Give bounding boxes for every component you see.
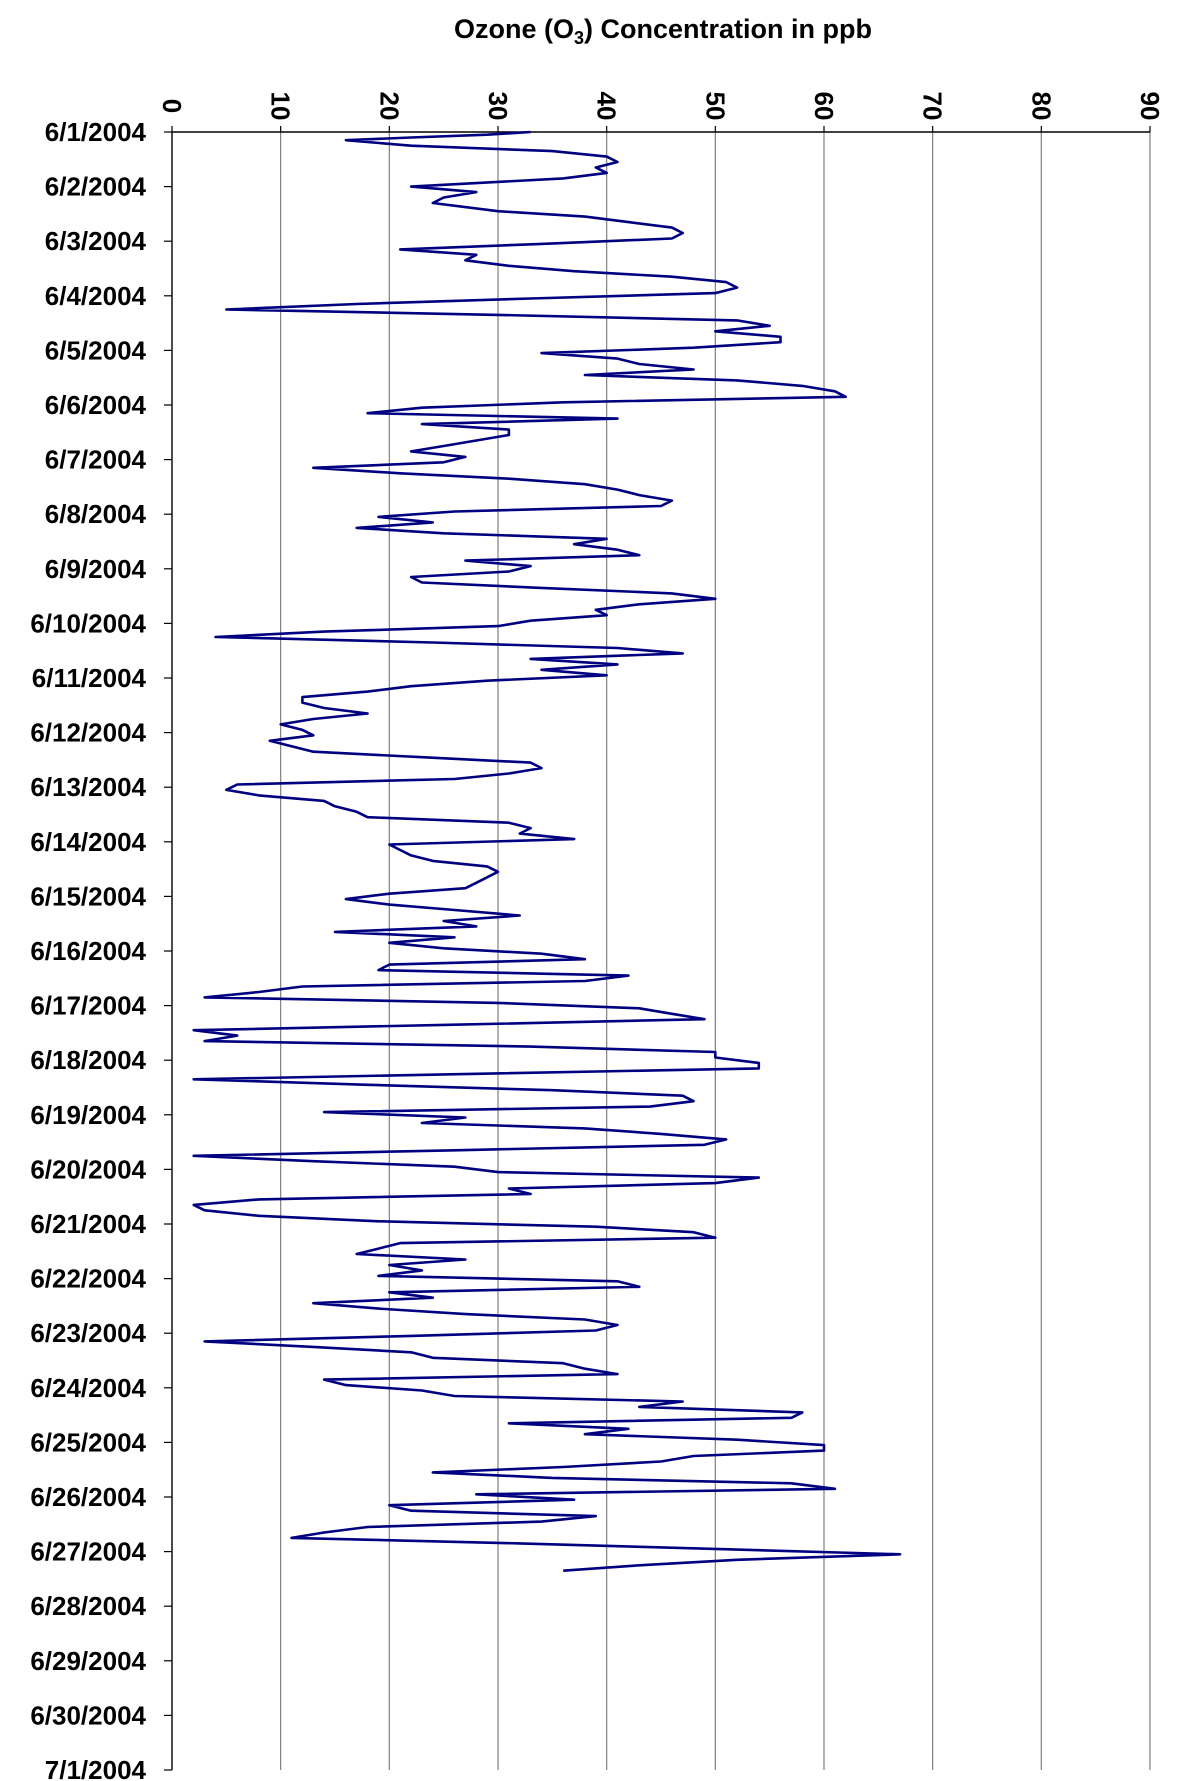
y-tick-label: 6/3/2004: [45, 226, 147, 256]
y-tick-label: 6/24/2004: [30, 1373, 146, 1403]
y-tick-label: 6/20/2004: [30, 1154, 146, 1184]
y-tick-label: 6/30/2004: [30, 1700, 146, 1730]
y-tick-label: 6/11/2004: [32, 663, 147, 693]
y-tick-label: 6/15/2004: [30, 881, 146, 911]
axes: [164, 126, 1151, 1771]
x-tick-label: 50: [700, 92, 730, 121]
x-tick-label: 30: [483, 92, 513, 121]
y-tick-label: 6/21/2004: [30, 1209, 146, 1239]
x-tick-label: 10: [266, 92, 296, 121]
y-tick-label: 6/14/2004: [30, 827, 146, 857]
x-tick-label: 40: [592, 92, 622, 121]
x-tick-label: 70: [918, 92, 948, 121]
y-tick-label: 6/12/2004: [30, 718, 146, 748]
y-tick-label: 6/7/2004: [45, 445, 147, 475]
y-tick-label: 6/4/2004: [45, 281, 147, 311]
y-tick-label: 6/2/2004: [45, 172, 147, 202]
y-tick-label: 6/23/2004: [30, 1318, 146, 1348]
y-tick-label: 6/16/2004: [30, 936, 146, 966]
y-tick-label: 6/6/2004: [45, 390, 147, 420]
y-tick-label: 6/26/2004: [30, 1482, 146, 1512]
y-tick-label: 7/1/2004: [45, 1755, 147, 1781]
y-tick-label: 6/27/2004: [30, 1537, 146, 1567]
y-tick-label: 6/22/2004: [30, 1264, 146, 1294]
series-layer: [192, 130, 902, 1572]
y-tick-label: 6/25/2004: [30, 1427, 146, 1457]
x-tick-labels: 0 10 20 30 40 50 60 70 80 90: [157, 92, 1165, 121]
y-tick-label: 6/19/2004: [30, 1100, 146, 1130]
y-tick-label: 6/29/2004: [30, 1646, 146, 1676]
ozone-series-line: [192, 130, 902, 1572]
x-tick-label: 80: [1026, 92, 1056, 121]
y-tick-label: 6/13/2004: [30, 772, 146, 802]
y-tick-label: 6/8/2004: [45, 499, 147, 529]
y-tick-labels: 6/1/2004 6/2/2004 6/3/2004 6/4/2004 6/5/2004…: [30, 117, 146, 1781]
y-tick-label: 6/10/2004: [30, 608, 146, 638]
y-tick-label: 6/17/2004: [30, 991, 146, 1021]
x-tick-label: 90: [1135, 92, 1165, 121]
x-tick-label: 0: [157, 99, 187, 113]
y-tick-label: 6/1/2004: [45, 117, 147, 147]
y-tick-label: 6/18/2004: [30, 1045, 146, 1075]
x-tick-label: 20: [374, 92, 404, 121]
y-tick-label: 6/5/2004: [45, 335, 147, 365]
x-tick-label: 60: [809, 92, 839, 121]
y-tick-label: 6/28/2004: [30, 1591, 146, 1621]
x-axis-title: Ozone (O3) Concentration in ppb: [454, 14, 872, 48]
y-tick-label: 6/9/2004: [45, 554, 147, 584]
